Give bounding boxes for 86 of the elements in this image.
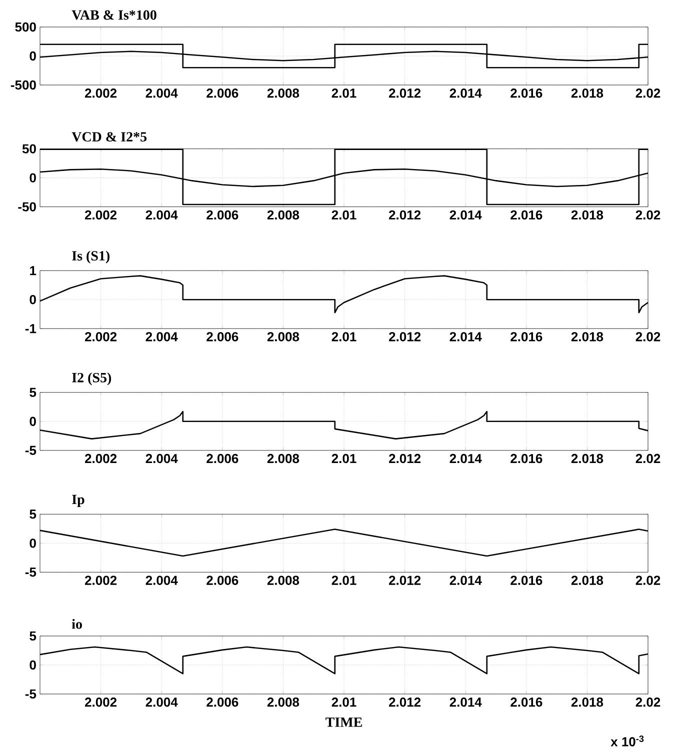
x-tick-label: 2.02 (636, 88, 660, 98)
x-tick-label: 2.002 (84, 454, 117, 464)
x-tick-label: 2.014 (450, 454, 482, 464)
y-tick-label: 0 (30, 51, 36, 61)
x-tick-label: 2.02 (636, 698, 660, 707)
x-tick-label: 2.004 (146, 576, 178, 585)
x-tick-label: 2.016 (510, 576, 542, 585)
x-tick-label: 2.014 (450, 698, 482, 707)
y-tick-label: 5 (30, 510, 36, 519)
x-tick-label: 2.002 (84, 332, 117, 342)
x-tick-label: 2.006 (206, 576, 238, 585)
x-tick-label: 2.002 (84, 576, 117, 585)
y-tick-label: 0 (30, 294, 36, 304)
x-tick-label: 2.012 (388, 88, 421, 98)
x-tick-label: 2.008 (267, 454, 300, 464)
y-tick-label: 0 (30, 660, 36, 670)
y-tick-label: 50 (22, 144, 36, 154)
y-tick-label: -500 (10, 80, 36, 90)
x-tick-label: 2.01 (332, 88, 356, 98)
x-tick-label: 2.018 (571, 454, 604, 464)
text: x 10$^{-3}$ (610, 736, 644, 746)
x-tick-label: 2.018 (571, 576, 604, 585)
x-tick-label: 2.012 (388, 576, 421, 585)
x-tick-label: 2.014 (450, 576, 482, 585)
x-tick-label: 2.01 (332, 698, 356, 707)
y-tick-label: -50 (18, 202, 36, 212)
x-tick-label: 2.014 (450, 210, 482, 220)
x-tick-label: 2.018 (571, 698, 604, 707)
chart-title: I2 (S5) (72, 372, 112, 386)
y-tick-label: -5 (25, 689, 36, 699)
chart-title: io (72, 618, 82, 629)
y-tick-label: 0 (30, 538, 36, 548)
x-tick-label: 2.002 (84, 698, 117, 707)
x-tick-label: 2.014 (450, 332, 482, 342)
y-tick-label: -1 (25, 324, 36, 334)
x-axis-title: TIME (326, 718, 362, 727)
x-tick-label: 2.01 (332, 210, 356, 220)
x-tick-label: 2.01 (332, 332, 356, 342)
y-tick-label: 500 (15, 22, 36, 32)
x-tick-label: 2.012 (388, 454, 421, 464)
x-tick-label: 2.008 (267, 210, 300, 220)
x-tick-label: 2.006 (206, 698, 238, 707)
x-tick-label: 2.012 (388, 210, 421, 220)
x-tick-label: 2.004 (146, 332, 178, 342)
x-tick-label: 2.012 (388, 698, 421, 707)
x-tick-label: 2.002 (84, 210, 117, 220)
chart-title: Is (S1) (72, 250, 110, 264)
y-tick-label: -5 (25, 446, 36, 455)
x-tick-label: 2.004 (146, 88, 178, 98)
x-tick-label: 2.016 (510, 210, 542, 220)
x-tick-label: 2.008 (267, 576, 300, 585)
x-tick-label: 2.016 (510, 454, 542, 464)
x-tick-label: 2.006 (206, 210, 238, 220)
x-tick-label: 2.004 (146, 698, 178, 707)
chart-title: Ip (72, 494, 84, 508)
x-tick-label: 2.02 (636, 576, 660, 585)
x-tick-label: 2.016 (510, 698, 542, 707)
x-tick-label: 2.006 (206, 454, 238, 464)
x-tick-label: 2.02 (636, 210, 660, 220)
x-tick-label: 2.002 (84, 88, 117, 98)
y-tick-label: 5 (30, 388, 36, 397)
chart-title: VAB & Is*100 (72, 10, 156, 20)
y-tick-label: 5 (30, 631, 36, 641)
x-tick-label: 2.006 (206, 88, 238, 98)
x-tick-label: 2.01 (332, 576, 356, 585)
x-tick-label: 2.02 (636, 332, 660, 342)
x-tick-label: 2.008 (267, 88, 300, 98)
y-tick-label: 1 (30, 266, 36, 276)
x-tick-label: 2.004 (146, 210, 178, 220)
x-tick-label: 2.014 (450, 88, 482, 98)
x-tick-label: 2.018 (571, 88, 604, 98)
x-tick-label: 2.02 (636, 454, 660, 464)
y-tick-label: -5 (25, 568, 36, 577)
x-tick-label: 2.016 (510, 88, 542, 98)
x-tick-label: 2.01 (332, 454, 356, 464)
x-tick-label: 2.008 (267, 332, 300, 342)
x-tick-label: 2.018 (571, 332, 604, 342)
x-tick-label: 2.012 (388, 332, 421, 342)
x-tick-label: 2.016 (510, 332, 542, 342)
x-tick-label: 2.008 (267, 698, 300, 707)
x-tick-label: 2.004 (146, 454, 178, 464)
y-tick-label: 0 (30, 416, 36, 426)
x-tick-label: 2.018 (571, 210, 604, 220)
y-tick-label: 0 (30, 173, 36, 182)
x-tick-label: 2.006 (206, 332, 238, 342)
chart-title: VCD & I2*5 (72, 132, 147, 142)
